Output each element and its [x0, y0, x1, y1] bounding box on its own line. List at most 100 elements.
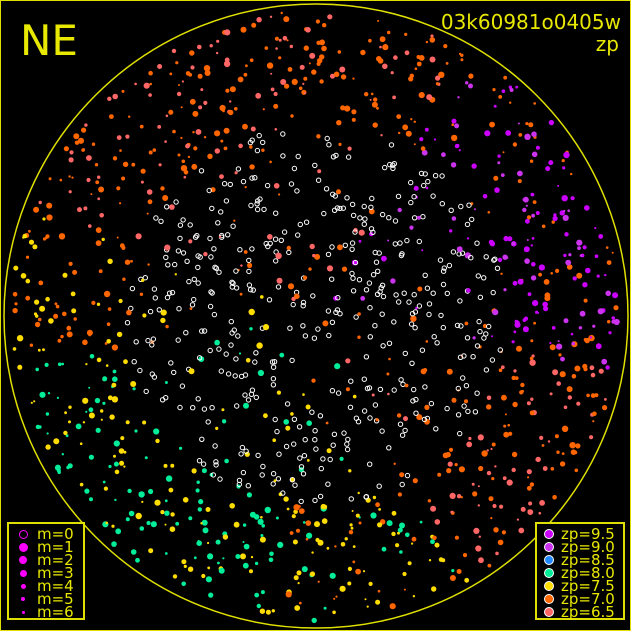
star-unmeasured — [225, 371, 232, 377]
star-point — [454, 463, 458, 467]
star-point — [293, 575, 299, 581]
star-point — [552, 215, 558, 222]
star-unmeasured — [275, 284, 282, 290]
star-point — [511, 340, 515, 344]
star-unmeasured — [171, 369, 177, 376]
star-point — [548, 160, 554, 166]
star-point — [315, 19, 320, 24]
zp-legend-entry: zp=6.5 — [537, 605, 619, 620]
star-point — [257, 369, 264, 377]
star-point — [123, 359, 128, 365]
star-point — [464, 252, 471, 259]
star-unmeasured — [329, 388, 336, 394]
star-point — [278, 56, 282, 60]
star-point — [517, 179, 522, 184]
star-point — [85, 410, 88, 413]
star-unmeasured — [270, 481, 276, 487]
direction-label: NE — [20, 16, 78, 65]
star-point — [149, 82, 152, 86]
star-point — [128, 115, 131, 118]
star-unmeasured — [366, 385, 373, 391]
star-unmeasured — [416, 238, 422, 245]
star-point — [387, 239, 390, 242]
star-point — [243, 543, 250, 550]
star-unmeasured — [296, 424, 303, 430]
star-point — [399, 472, 405, 478]
star-unmeasured — [412, 325, 418, 331]
star-unmeasured — [367, 334, 373, 340]
star-point — [403, 416, 408, 422]
star-point — [260, 590, 265, 595]
star-point — [458, 149, 461, 152]
star-point — [39, 305, 46, 312]
star-unmeasured — [242, 392, 248, 398]
star-point — [357, 335, 361, 339]
star-unmeasured — [335, 390, 342, 396]
star-point — [223, 127, 230, 134]
star-point — [45, 412, 50, 416]
star-point — [119, 460, 125, 466]
star-point — [284, 83, 290, 89]
star-unmeasured — [350, 212, 357, 219]
star-point — [608, 331, 612, 335]
star-point — [114, 469, 120, 475]
star-point — [113, 440, 120, 447]
star-point — [451, 118, 457, 124]
star-unmeasured — [189, 302, 196, 308]
star-point — [516, 518, 520, 521]
zp-label: zp=7.0 — [561, 590, 615, 608]
star-point — [447, 461, 453, 467]
star-unmeasured — [289, 477, 296, 483]
star-point — [302, 521, 306, 524]
star-point — [208, 592, 214, 598]
star-unmeasured — [410, 398, 416, 404]
magnitude-symbol — [19, 569, 27, 577]
star-point — [97, 197, 101, 201]
color-key-label: zp — [595, 32, 619, 56]
star-point — [283, 419, 290, 425]
star-point — [419, 137, 424, 142]
star-point — [303, 275, 308, 280]
star-point — [311, 378, 316, 383]
star-unmeasured — [207, 235, 213, 242]
star-point — [555, 268, 560, 273]
star-unmeasured — [390, 165, 396, 172]
star-point — [482, 323, 488, 329]
star-point — [405, 532, 410, 538]
star-point — [421, 149, 428, 156]
star-point — [530, 397, 534, 401]
star-unmeasured — [325, 251, 332, 258]
star-unmeasured — [176, 306, 182, 312]
star-unmeasured — [477, 294, 484, 300]
star-point — [456, 569, 462, 574]
star-point — [325, 421, 329, 425]
star-unmeasured — [325, 481, 331, 487]
star-point — [35, 424, 41, 430]
star-unmeasured — [430, 290, 436, 296]
magnitude-symbol — [18, 529, 28, 539]
magnitude-label: m=4 — [37, 577, 74, 595]
star-point — [228, 109, 234, 116]
magnitude-label: m=6 — [37, 603, 74, 621]
star-point — [203, 100, 208, 105]
star-point — [303, 92, 306, 95]
star-point — [509, 101, 512, 104]
star-point — [434, 519, 441, 525]
star-point — [28, 229, 31, 233]
star-point — [86, 155, 92, 161]
star-point — [256, 603, 261, 609]
star-unmeasured — [240, 469, 247, 476]
star-point — [280, 79, 287, 85]
star-point — [164, 552, 168, 555]
star-point — [165, 324, 169, 329]
star-point — [413, 143, 416, 146]
star-point — [39, 391, 46, 398]
star-unmeasured — [361, 221, 367, 227]
star-unmeasured — [376, 483, 382, 489]
star-point — [494, 187, 500, 193]
star-point — [563, 318, 569, 324]
star-unmeasured — [361, 203, 367, 210]
star-point — [164, 244, 171, 251]
star-point — [106, 339, 111, 344]
star-point — [529, 356, 534, 361]
